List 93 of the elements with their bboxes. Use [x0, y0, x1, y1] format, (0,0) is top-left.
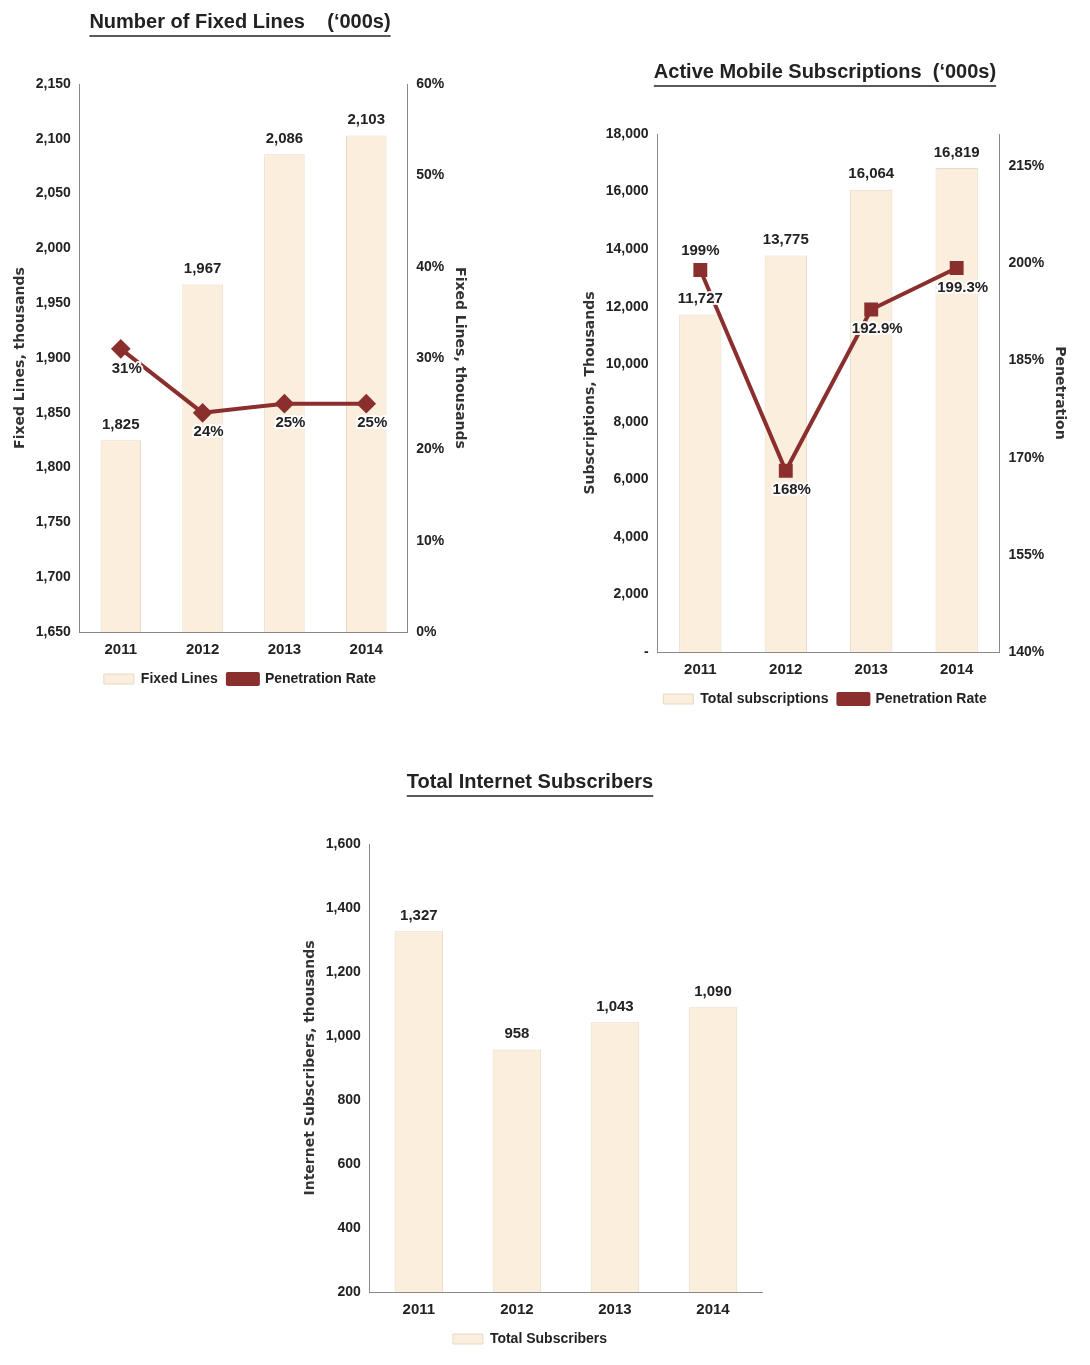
y-tick-label: 2,100 — [35, 129, 72, 146]
y-tick-label: 400 — [337, 1218, 362, 1235]
y2-tick-label: 140% — [1008, 642, 1045, 659]
y-tick-label: 1,750 — [35, 513, 72, 530]
data-label: 1,090 — [694, 981, 732, 999]
y-tick-label: 1,900 — [35, 348, 72, 365]
y-tick-label: 12,000 — [605, 297, 649, 314]
y-tick-label: 200 — [337, 1282, 362, 1299]
point — [693, 263, 708, 277]
y-tick-label: - — [643, 642, 649, 659]
y-tick-label: 4,000 — [613, 527, 649, 544]
y-tick-label: 10,000 — [605, 355, 649, 372]
x-tick-label: 2012 — [769, 660, 803, 678]
point — [778, 463, 793, 478]
x-tick-label: 2013 — [598, 1300, 632, 1318]
y2-tick-label: 60% — [416, 74, 445, 91]
data-label: 958 — [504, 1024, 530, 1042]
x-tick-label: 2011 — [104, 640, 138, 658]
data-label: 24% — [193, 422, 224, 440]
data-label: 25% — [275, 413, 306, 431]
y-tick-label: 16,000 — [605, 182, 649, 199]
point — [864, 302, 879, 317]
data-label: 1,043 — [596, 996, 634, 1014]
y-tick-label: 8,000 — [613, 412, 649, 429]
data-label: 168% — [772, 480, 811, 498]
data-label: 2,086 — [265, 128, 304, 146]
y2-axis-title: Penetration — [1052, 346, 1069, 440]
x-tick-label: 2014 — [939, 660, 975, 678]
x-tick-label: 2011 — [402, 1300, 436, 1318]
y-tick-label: 1,950 — [35, 294, 72, 311]
y-axis-title: Fixed Lines, thousands — [11, 267, 28, 449]
data-label: 1,825 — [101, 414, 140, 432]
y2-tick-label: 215% — [1008, 157, 1045, 174]
y2-tick-label: 20% — [416, 440, 445, 457]
y-tick-label: 1,000 — [325, 1026, 362, 1043]
y-tick-label: 1,400 — [325, 898, 362, 915]
y-tick-label: 2,000 — [35, 239, 72, 256]
point — [275, 394, 294, 413]
y-tick-label: 2,050 — [35, 184, 72, 201]
y-tick-label: 1,600 — [325, 834, 362, 851]
y2-tick-label: 170% — [1008, 448, 1045, 465]
legend-label: Total subscriptions — [700, 689, 829, 706]
y2-tick-label: 10% — [416, 531, 445, 548]
y-tick-label: 1,800 — [35, 458, 72, 475]
legend-label: Penetration Rate — [875, 689, 987, 706]
x-tick-label: 2013 — [854, 660, 888, 678]
y2-tick-label: 40% — [416, 257, 445, 274]
x-tick-label: 2013 — [267, 640, 302, 658]
y-tick-label: 1,700 — [35, 568, 72, 585]
chart-title: Total Internet Subscribers — [406, 769, 654, 792]
y2-tick-label: 30% — [416, 348, 445, 365]
y-tick-label: 800 — [337, 1090, 362, 1107]
y2-tick-label: 200% — [1008, 254, 1045, 271]
data-label: 16,064 — [848, 164, 895, 182]
y-tick-label: 6,000 — [613, 470, 649, 487]
y-tick-label: 2,150 — [35, 74, 72, 91]
data-label: 16,819 — [933, 142, 980, 160]
data-label: 199.3% — [937, 277, 989, 295]
point — [193, 403, 212, 422]
y-tick-label: 1,200 — [325, 962, 362, 979]
data-label: 1,327 — [400, 906, 438, 923]
x-tick-label: 2012 — [500, 1300, 534, 1318]
data-label: 31% — [111, 358, 142, 376]
x-tick-label: 2011 — [684, 660, 717, 678]
data-label: 2,103 — [347, 110, 386, 128]
y2-tick-label: 50% — [416, 166, 445, 183]
y2-axis-title: Fixed Lines, thousands — [452, 267, 469, 449]
point — [357, 394, 376, 413]
point — [111, 339, 130, 358]
data-label: 25% — [357, 413, 388, 431]
y-axis-title: Subscriptions, Thousands — [581, 291, 598, 495]
data-label: 1,967 — [183, 259, 222, 277]
point — [949, 261, 964, 275]
y-tick-label: 2,000 — [613, 585, 649, 602]
y-tick-label: 14,000 — [605, 239, 649, 256]
y-axis-title: Internet Subscribers, thousands — [301, 940, 318, 1196]
chart-title: Number of Fixed Lines (‘000s) — [89, 9, 391, 32]
x-tick-label: 2012 — [185, 640, 220, 658]
data-label: 199% — [681, 240, 720, 258]
y-tick-label: 1,650 — [35, 622, 72, 639]
chart-title: Active Mobile Subscriptions (‘000s) — [653, 59, 997, 82]
y2-tick-label: 0% — [416, 622, 437, 639]
legend-label: Total Subscribers — [489, 1329, 608, 1346]
legend-label: Fixed Lines — [140, 669, 219, 686]
x-tick-label: 2014 — [349, 640, 384, 658]
y-tick-label: 600 — [337, 1154, 362, 1171]
y-tick-label: 1,850 — [35, 403, 72, 420]
y2-tick-label: 185% — [1008, 351, 1045, 368]
data-label: 13,775 — [762, 230, 809, 248]
x-tick-label: 2014 — [696, 1300, 731, 1318]
y-tick-label: 18,000 — [605, 124, 649, 141]
y2-tick-label: 155% — [1008, 545, 1045, 562]
legend-label: Penetration Rate — [264, 669, 377, 686]
